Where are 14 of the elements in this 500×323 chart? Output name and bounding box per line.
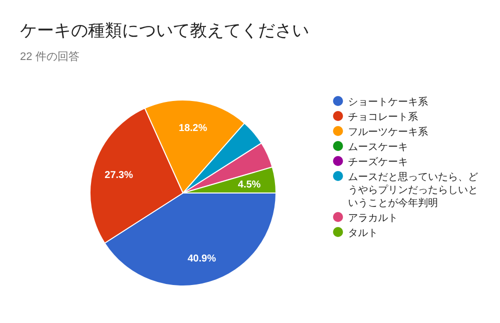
data-label: 18.2% — [178, 122, 208, 134]
chart-title: ケーキの種類について教えてください — [20, 21, 309, 40]
legend-label: ムースだと思っていたら、どうやらプリンだったらしいということが今年判明 — [348, 172, 478, 209]
legend-label: チーズケーキ — [348, 156, 408, 168]
data-label: 40.9% — [188, 253, 216, 264]
legend-label: アラカルト — [348, 213, 398, 224]
legend-label: ショートケーキ系 — [348, 96, 428, 108]
legend-label: フルーツケーキ系 — [348, 126, 428, 138]
data-label: 4.5% — [238, 180, 261, 191]
legend-label: タルト — [348, 228, 378, 239]
chart-subtitle: 22 件の回答 — [20, 51, 80, 63]
legend-label: チョコレート系 — [348, 111, 418, 123]
data-label: 27.3% — [104, 170, 134, 181]
legend-label: ムースケーキ — [348, 142, 408, 153]
